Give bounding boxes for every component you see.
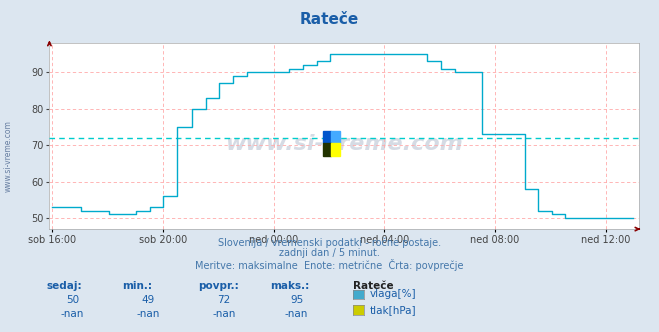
Text: sedaj:: sedaj:: [46, 281, 82, 290]
Text: -nan: -nan: [212, 309, 236, 319]
Text: Rateče: Rateče: [353, 281, 393, 290]
Text: Rateče: Rateče: [300, 12, 359, 27]
Text: 95: 95: [290, 295, 303, 305]
Bar: [331, 143, 340, 156]
Bar: [322, 143, 331, 156]
Text: maks.:: maks.:: [270, 281, 310, 290]
Text: www.si-vreme.com: www.si-vreme.com: [3, 120, 13, 192]
Text: 50: 50: [66, 295, 79, 305]
Text: Meritve: maksimalne  Enote: metrične  Črta: povprečje: Meritve: maksimalne Enote: metrične Črta…: [195, 259, 464, 271]
Text: 49: 49: [142, 295, 155, 305]
Text: -nan: -nan: [61, 309, 84, 319]
Text: vlaga[%]: vlaga[%]: [370, 290, 416, 299]
Text: min.:: min.:: [122, 281, 152, 290]
Text: povpr.:: povpr.:: [198, 281, 239, 290]
Text: 72: 72: [217, 295, 231, 305]
Text: zadnji dan / 5 minut.: zadnji dan / 5 minut.: [279, 248, 380, 258]
Text: -nan: -nan: [285, 309, 308, 319]
Bar: [331, 131, 340, 143]
Bar: [322, 131, 331, 143]
Text: www.si-vreme.com: www.si-vreme.com: [225, 133, 463, 154]
Text: tlak[hPa]: tlak[hPa]: [370, 305, 416, 315]
Text: -nan: -nan: [136, 309, 160, 319]
Text: Slovenija / vremenski podatki - ročne postaje.: Slovenija / vremenski podatki - ročne po…: [218, 237, 441, 248]
